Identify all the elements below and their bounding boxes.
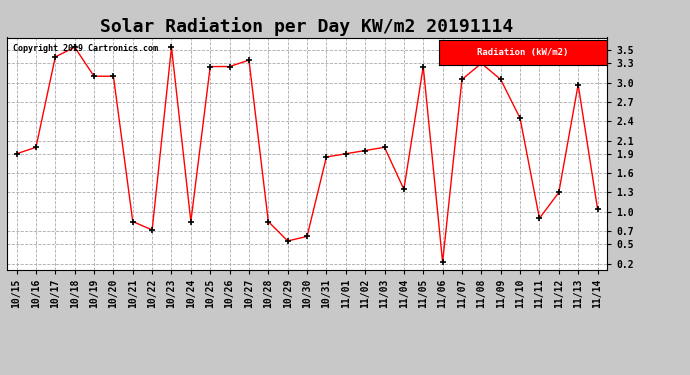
Text: Copyright 2019 Cartronics.com: Copyright 2019 Cartronics.com [13,45,158,54]
Title: Solar Radiation per Day KW/m2 20191114: Solar Radiation per Day KW/m2 20191114 [101,17,513,36]
